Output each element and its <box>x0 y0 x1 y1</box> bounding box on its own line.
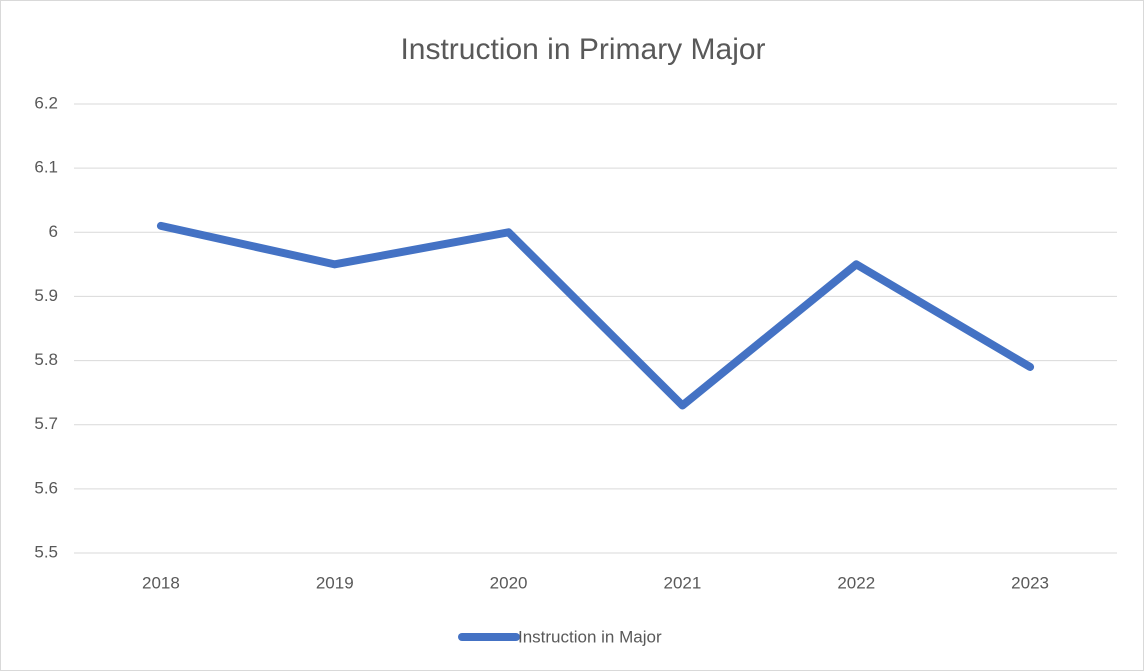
y-tick-label: 5.8 <box>34 350 58 369</box>
y-tick-label: 6.1 <box>34 158 58 177</box>
x-tick-label: 2022 <box>837 573 875 592</box>
x-tick-label: 2023 <box>1011 573 1049 592</box>
y-tick-label: 5.7 <box>34 414 58 433</box>
y-tick-label: 6.2 <box>34 93 58 112</box>
x-tick-label: 2018 <box>142 573 180 592</box>
line-series <box>156 221 1035 410</box>
x-tick-label: 2021 <box>664 573 702 592</box>
y-tick-label: 5.9 <box>34 286 58 305</box>
y-tick-label: 5.5 <box>34 542 58 561</box>
x-tick-label: 2019 <box>316 573 354 592</box>
legend-label: Instruction in Major <box>518 627 662 646</box>
chart-title: Instruction in Primary Major <box>400 33 765 66</box>
x-tick-label: 2020 <box>490 573 528 592</box>
y-tick-label: 5.6 <box>34 478 58 497</box>
y-tick-label: 6 <box>49 222 58 241</box>
